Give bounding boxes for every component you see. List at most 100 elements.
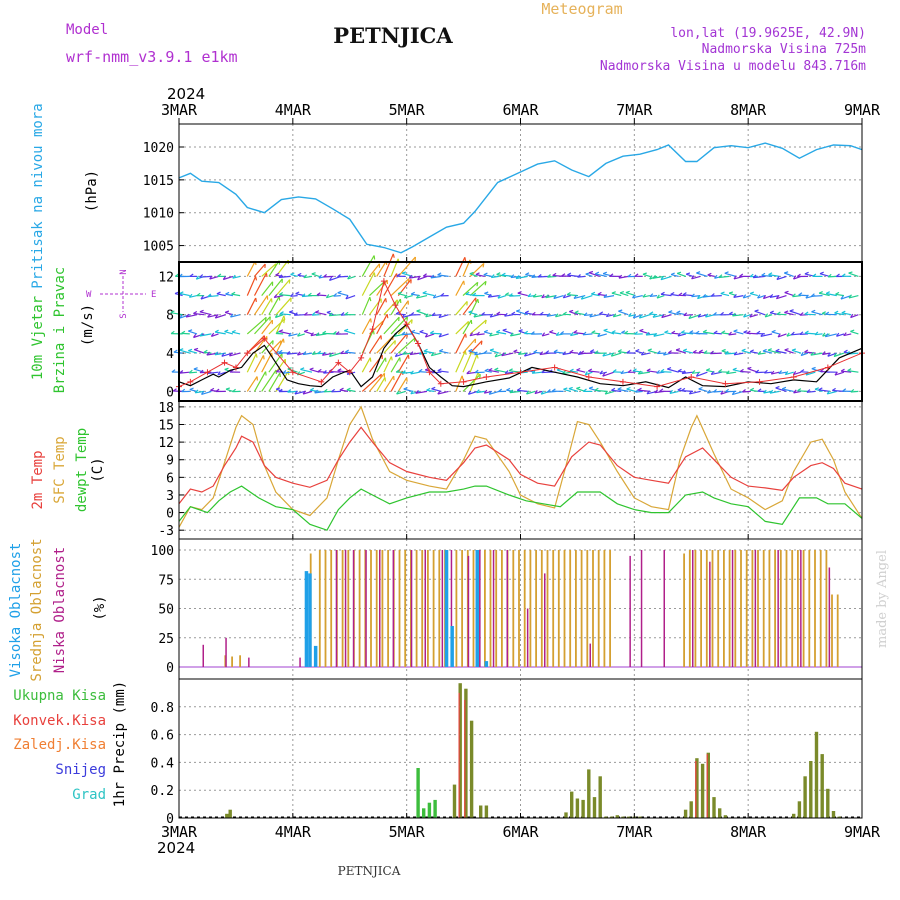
wind-barb <box>423 350 435 354</box>
wind-barb-tip <box>769 310 774 314</box>
wind-barb-tip <box>850 329 855 332</box>
wind-barb-tip <box>562 370 566 375</box>
wind-barb-tip <box>811 293 815 297</box>
wind-barb <box>469 340 483 354</box>
wind-barb <box>611 292 622 297</box>
wind-barb-tip <box>660 368 665 373</box>
precip-total-bar <box>820 754 824 818</box>
wind-barb <box>290 295 298 297</box>
wind-barb-tip <box>638 314 643 319</box>
wind-barb-tip <box>482 263 485 268</box>
cloud-low-bar <box>335 550 338 667</box>
wind-barb <box>545 295 557 299</box>
wind-barb-tip <box>573 329 578 334</box>
wind-barb-tip <box>724 271 729 274</box>
wind-barb <box>323 371 334 374</box>
wind-barb-tip <box>827 273 832 278</box>
wind-barb-tip <box>591 330 596 334</box>
wind-barb <box>275 315 285 335</box>
wind-barb <box>810 352 823 356</box>
wind-barb-tip <box>494 367 499 371</box>
wind-barb-tip <box>290 293 294 297</box>
wind-barb <box>555 314 564 318</box>
cloud-mid-bar <box>603 550 606 667</box>
wind-barb-tip <box>747 366 752 370</box>
wind-barb-tip <box>345 295 349 300</box>
wind-barb <box>669 390 679 394</box>
wind-barb <box>642 295 651 298</box>
wind-barb <box>476 333 485 336</box>
wind-barb-tip <box>295 291 300 295</box>
wind-barb <box>437 370 449 373</box>
wind-barb-tip <box>594 387 599 391</box>
model-label: Model <box>66 22 108 38</box>
precip-panel: 0 0.2 0.4 0.6 0.8 <box>151 678 863 827</box>
wind-barb-tip <box>474 369 479 374</box>
wind-barb-tip <box>439 348 444 352</box>
wind-barb-tip <box>555 332 560 336</box>
wind-barb <box>261 369 277 392</box>
wind-barb-tip <box>516 387 521 391</box>
wind-barb <box>411 331 420 335</box>
wind-barb-tip <box>602 372 606 377</box>
wind-barb-tip <box>632 368 637 372</box>
wind-barb-tip <box>390 356 393 361</box>
cloud-mid-bar <box>512 550 515 667</box>
wind-barb-tip <box>647 348 652 351</box>
wind-barb <box>713 390 722 393</box>
wind-barb-tip <box>526 390 530 395</box>
wind-barb <box>677 333 687 337</box>
wind-barb <box>705 314 715 318</box>
wind-barb <box>383 316 400 335</box>
wind-barb <box>791 333 801 336</box>
wind-barb <box>462 338 476 354</box>
wind-barb <box>207 295 219 298</box>
wind-gust-marker <box>204 369 211 376</box>
wind-barb <box>279 313 291 316</box>
wind-barb-tip <box>682 292 687 296</box>
wind-barb <box>397 319 413 335</box>
wind-barb <box>369 263 380 277</box>
wind-barb-tip <box>603 328 608 331</box>
wind-barb-tip <box>328 352 333 357</box>
wind-barb-tip <box>525 272 530 276</box>
wind-barb-tip <box>810 351 815 356</box>
cloud-mid-bar <box>472 550 475 667</box>
wind-barb-tip <box>484 281 487 286</box>
wind-barb-tip <box>668 350 672 354</box>
wind-barb <box>294 314 305 316</box>
wind-barb-tip <box>825 291 830 295</box>
wind-barb <box>422 292 435 297</box>
wind-barb <box>660 293 672 297</box>
wind-barb-tip <box>329 276 333 281</box>
wind-barb <box>771 371 780 375</box>
wind-barb-tip <box>410 291 415 295</box>
wind-barb-tip <box>757 388 762 392</box>
pressure-ytick-label: 1020 <box>143 141 174 156</box>
wind-barb-tip <box>669 389 673 394</box>
wind-barb-tip <box>696 271 701 274</box>
wind-barb-tip <box>347 275 351 280</box>
wind-barb <box>410 371 420 375</box>
wind-barb <box>611 331 622 335</box>
wind-barb-tip <box>179 314 183 319</box>
wind-barb <box>656 295 665 299</box>
wind-barb <box>703 331 715 335</box>
wind-barb-tip <box>230 313 234 318</box>
wind-barb <box>696 371 708 377</box>
cloud-mid-bar <box>318 550 321 667</box>
wind-barb-tip <box>724 350 729 355</box>
wind-barb <box>710 352 722 355</box>
wind-barb-tip <box>188 329 193 332</box>
wind-barb <box>771 331 780 335</box>
precip-total-bar <box>695 758 699 818</box>
wind-barb <box>390 278 410 297</box>
cloud-high-bar <box>475 550 479 667</box>
wind-barb <box>642 273 651 277</box>
wind-barb-tip <box>322 330 327 334</box>
wind-barb-tip <box>589 313 593 318</box>
wind-barb-tip <box>599 311 604 315</box>
wind-barb-tip <box>786 332 790 337</box>
wind-barb <box>246 260 256 277</box>
wind-barb <box>346 389 356 392</box>
